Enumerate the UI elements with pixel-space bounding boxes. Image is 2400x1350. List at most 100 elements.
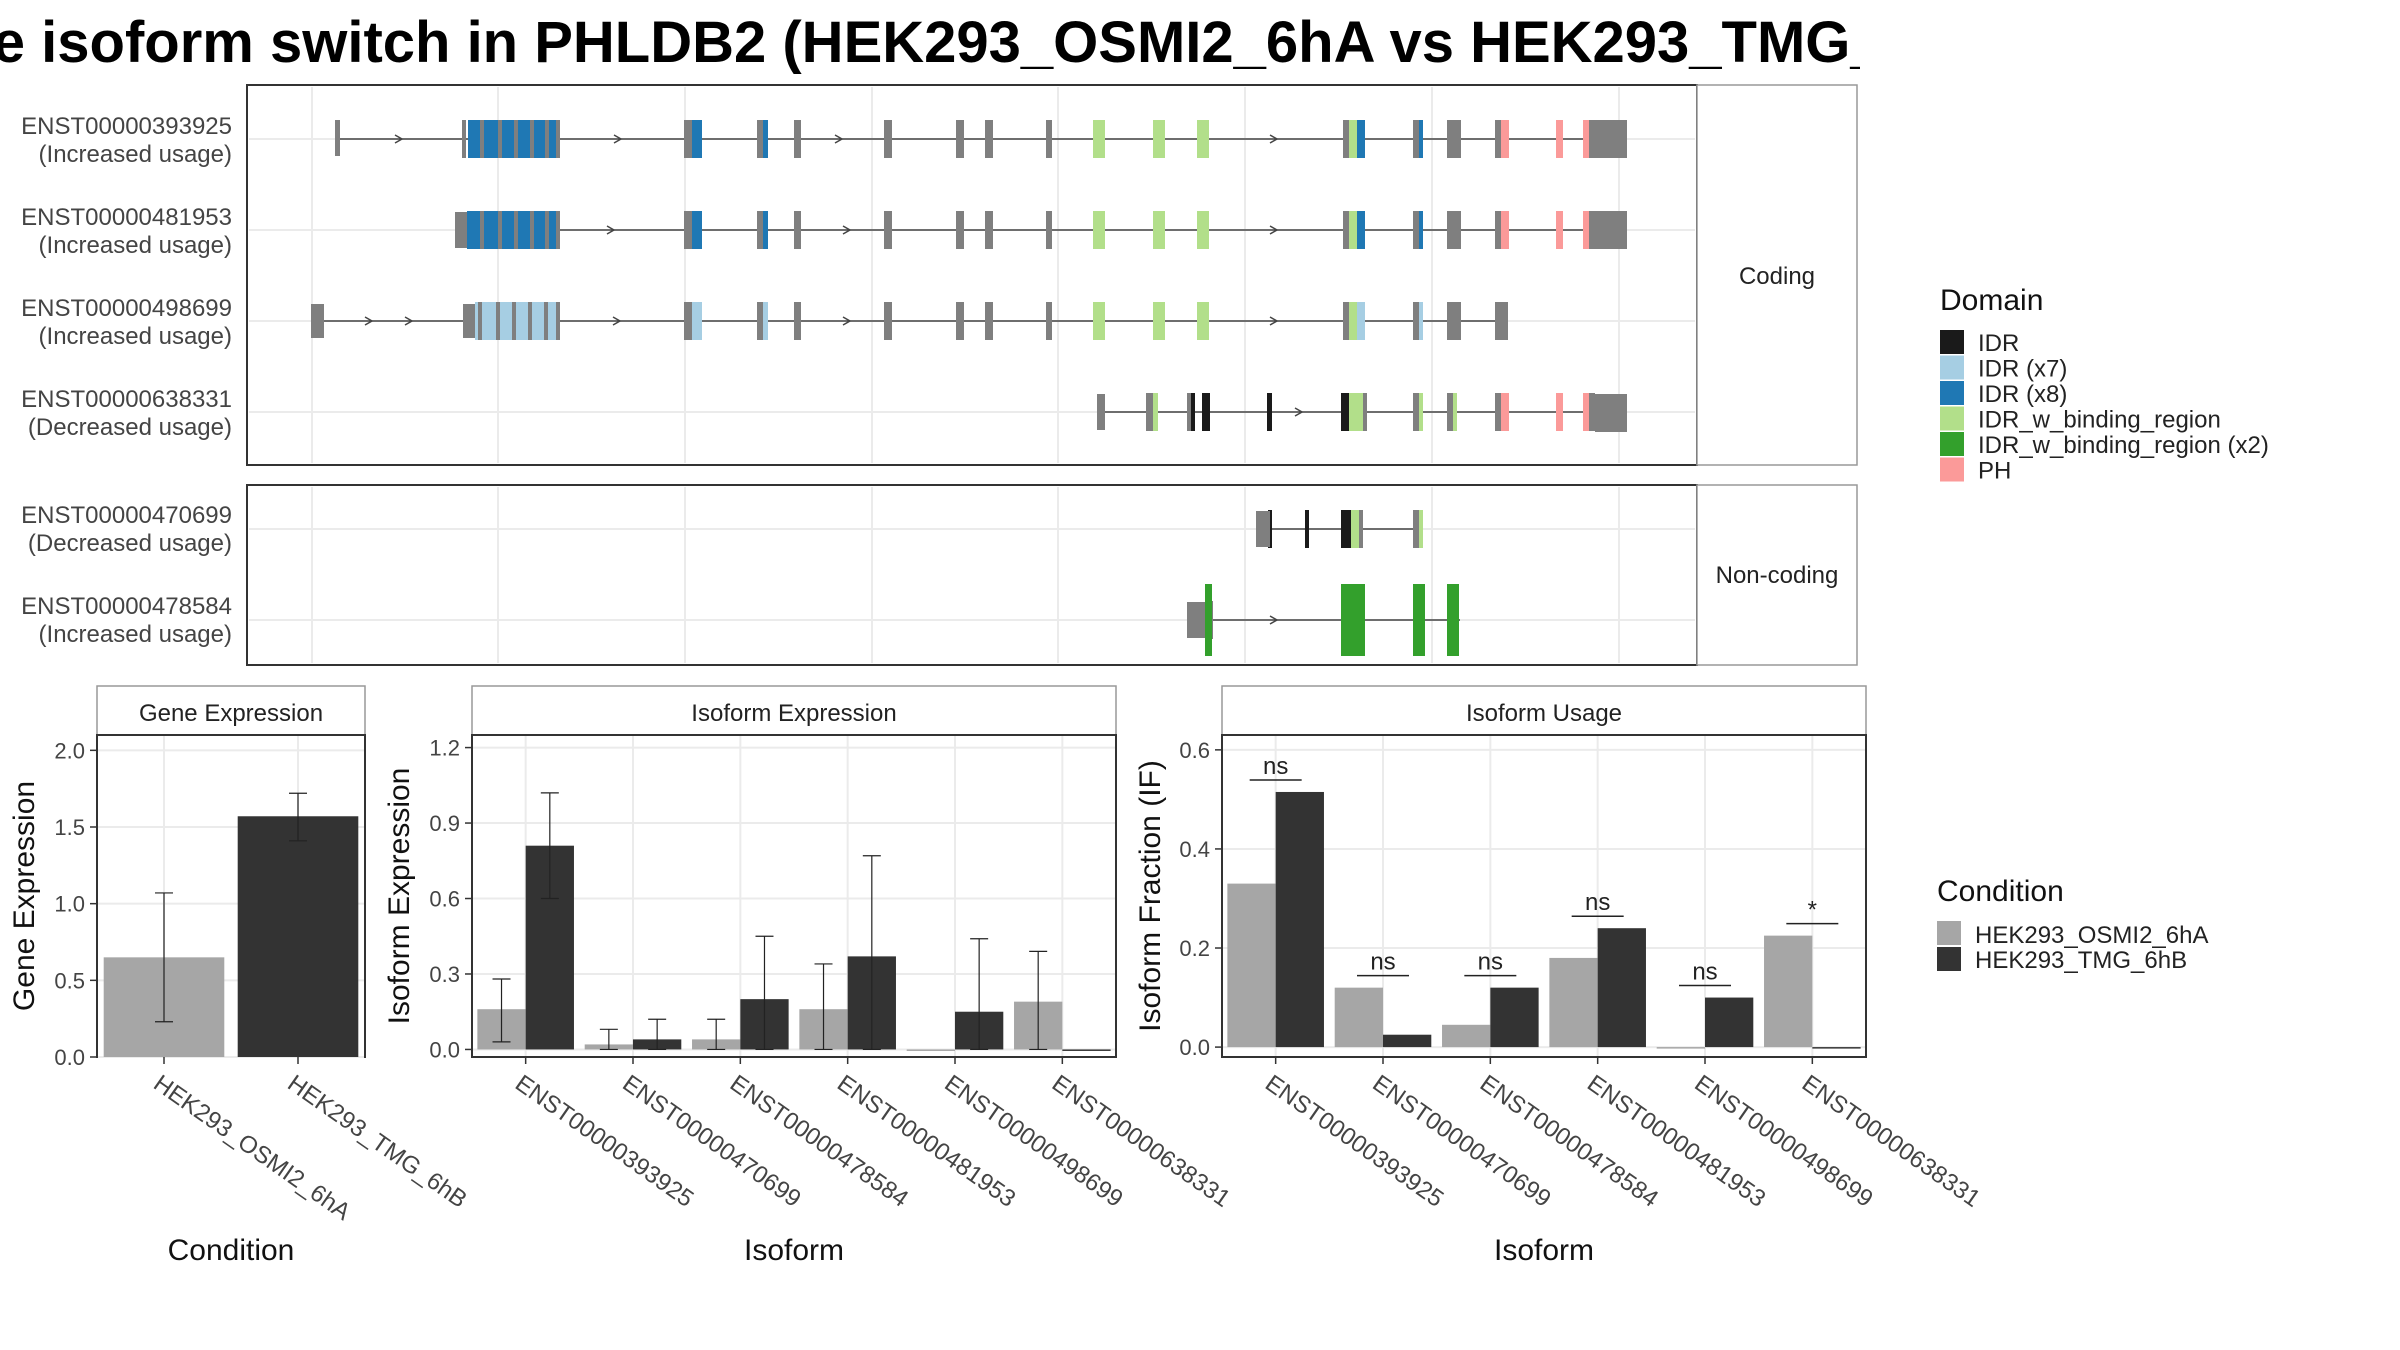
exon bbox=[1447, 302, 1461, 340]
exon bbox=[335, 120, 340, 156]
figure-title: Gene isoform switch in PHLDB2 (HEK293_OS… bbox=[0, 10, 1860, 75]
exon bbox=[1093, 120, 1105, 158]
y-axis-label: Isoform Fraction (IF) bbox=[1134, 760, 1167, 1032]
exon bbox=[1357, 120, 1365, 158]
legend-key bbox=[1940, 381, 1964, 405]
transcript-usage-label: (Decreased usage) bbox=[28, 414, 232, 441]
bar bbox=[1705, 997, 1754, 1048]
x-tick-label: ENST00000481953 bbox=[832, 1070, 1020, 1213]
legend-label: IDR (x8) bbox=[1978, 381, 2067, 408]
exon bbox=[496, 302, 500, 340]
exon bbox=[455, 212, 467, 248]
exon bbox=[1205, 584, 1212, 656]
y-tick-label: 2.0 bbox=[54, 738, 85, 763]
exon bbox=[1447, 393, 1453, 431]
exon bbox=[1349, 211, 1357, 249]
exon bbox=[1153, 211, 1165, 249]
exon bbox=[498, 211, 502, 249]
transcript-usage-label: (Decreased usage) bbox=[28, 530, 232, 557]
x-tick-label: ENST00000481953 bbox=[1582, 1070, 1770, 1213]
exon bbox=[684, 120, 692, 158]
exon bbox=[1495, 120, 1501, 158]
bar bbox=[1764, 935, 1813, 1048]
panel-strip bbox=[471, 685, 1117, 736]
exon bbox=[1349, 302, 1357, 340]
x-tick-label: ENST00000498699 bbox=[940, 1070, 1128, 1213]
exon bbox=[1419, 120, 1423, 158]
exon bbox=[684, 302, 692, 340]
exon bbox=[544, 302, 548, 340]
transcript-id-label: ENST00000638331 bbox=[21, 386, 232, 413]
strand-arrow bbox=[1269, 225, 1279, 235]
y-tick-label: 0.9 bbox=[429, 811, 460, 836]
strand-arrow bbox=[842, 316, 852, 326]
legend-label-cond-b: HEK293_TMG_6hB bbox=[1975, 947, 2187, 974]
legend-key bbox=[1940, 330, 1964, 354]
exon bbox=[480, 211, 484, 249]
bar bbox=[237, 816, 359, 1057]
plot-area bbox=[1221, 734, 1867, 1058]
legend-label: PH bbox=[1978, 458, 2011, 485]
exon bbox=[1202, 393, 1210, 431]
coding-strip bbox=[1696, 84, 1858, 466]
y-tick-label: 0.0 bbox=[429, 1037, 460, 1062]
exon bbox=[480, 120, 484, 158]
exon bbox=[1595, 211, 1627, 249]
exon bbox=[757, 302, 763, 340]
exon bbox=[1413, 120, 1419, 158]
significance-label: * bbox=[1808, 897, 1817, 924]
exon bbox=[1359, 510, 1363, 548]
exon bbox=[757, 120, 763, 158]
x-tick-label: ENST00000478584 bbox=[725, 1070, 913, 1213]
strand-arrow bbox=[1269, 134, 1279, 144]
exon bbox=[1153, 393, 1158, 431]
panel-title: Isoform Usage bbox=[1466, 700, 1622, 727]
exon bbox=[763, 302, 768, 340]
exon bbox=[1046, 302, 1052, 340]
y-tick-label: 0.4 bbox=[1179, 837, 1210, 862]
exon bbox=[556, 302, 560, 340]
bar bbox=[1334, 987, 1383, 1048]
legend-key-cond-a bbox=[1937, 921, 1961, 945]
x-tick-label: ENST00000393925 bbox=[1260, 1070, 1448, 1213]
exon bbox=[684, 211, 692, 249]
exon bbox=[1343, 120, 1349, 158]
x-tick-label: ENST00000478584 bbox=[1475, 1070, 1663, 1213]
y-tick-label: 1.2 bbox=[429, 736, 460, 761]
exon bbox=[1413, 211, 1419, 249]
exon bbox=[556, 211, 560, 249]
exon bbox=[1583, 120, 1589, 158]
exon bbox=[757, 211, 763, 249]
exon bbox=[1046, 211, 1052, 249]
legend-label: IDR (x7) bbox=[1978, 356, 2067, 383]
exon bbox=[1187, 393, 1191, 431]
transcript-id-label: ENST00000498699 bbox=[21, 295, 232, 322]
exon bbox=[1153, 302, 1165, 340]
transcript-usage-label: (Increased usage) bbox=[39, 621, 232, 648]
exon bbox=[1046, 120, 1052, 158]
exon bbox=[1447, 211, 1461, 249]
strand-arrow bbox=[606, 225, 616, 235]
exon bbox=[1357, 302, 1365, 340]
exon bbox=[1495, 393, 1501, 431]
exon bbox=[530, 211, 534, 249]
exon bbox=[462, 120, 466, 158]
bar bbox=[906, 1049, 955, 1051]
exon bbox=[1197, 302, 1209, 340]
strand-arrow bbox=[1269, 316, 1279, 326]
legend-label-cond-a: HEK293_OSMI2_6hA bbox=[1975, 922, 2208, 949]
exon bbox=[1556, 120, 1563, 158]
exon bbox=[1583, 393, 1589, 431]
exon bbox=[1146, 402, 1152, 424]
noncoding-strip bbox=[1696, 484, 1858, 666]
exon bbox=[1267, 393, 1272, 431]
exon bbox=[1187, 602, 1205, 638]
exon bbox=[1341, 584, 1365, 656]
exon bbox=[1495, 302, 1508, 340]
exon bbox=[1589, 211, 1595, 249]
exon bbox=[1419, 211, 1423, 249]
exon bbox=[1447, 120, 1461, 158]
strand-arrow bbox=[834, 134, 844, 144]
legend-key bbox=[1940, 406, 1964, 431]
bar bbox=[1597, 928, 1646, 1048]
